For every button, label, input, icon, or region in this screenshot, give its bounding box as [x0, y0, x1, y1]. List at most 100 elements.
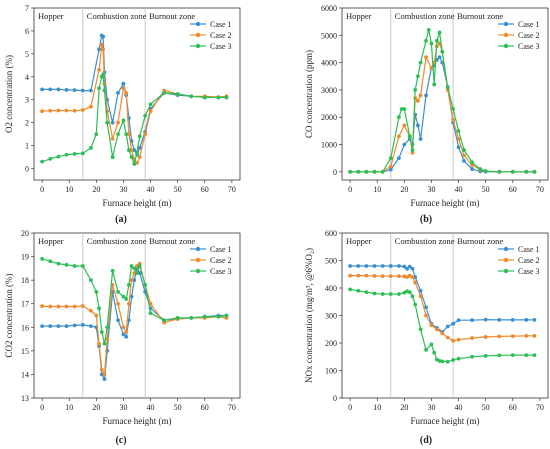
- data-point: [129, 155, 134, 159]
- data-point: [405, 266, 409, 271]
- data-point: [48, 157, 53, 161]
- data-point: [399, 107, 404, 111]
- data-point: [175, 315, 180, 320]
- data-point: [110, 155, 115, 159]
- data-point: [126, 148, 131, 153]
- data-point: [451, 338, 456, 343]
- data-point: [402, 107, 407, 111]
- data-point: [524, 333, 529, 338]
- data-point: [110, 136, 115, 141]
- data-point: [224, 95, 229, 100]
- data-point: [94, 313, 99, 318]
- data-point: [216, 95, 221, 100]
- data-point: [124, 297, 129, 301]
- chart-panel-d: Hopper Combustion zone Burnout zone 0 10 20 30…: [304, 229, 549, 446]
- legend-label: Case 2: [518, 256, 540, 265]
- data-point: [148, 311, 153, 316]
- y-tick-label: 2000: [321, 113, 337, 122]
- data-point: [97, 306, 101, 311]
- data-point: [402, 264, 407, 269]
- y-tick-label: 100: [325, 367, 337, 376]
- data-point: [424, 93, 428, 98]
- data-point: [356, 273, 361, 278]
- data-point: [99, 42, 104, 47]
- legend-swatch-marker: [195, 43, 201, 49]
- plot-frame: [33, 7, 241, 181]
- x-tick-label: 30: [119, 185, 127, 194]
- data-point: [202, 95, 207, 100]
- y-tick-label: 1: [25, 142, 29, 151]
- data-point: [72, 304, 77, 309]
- x-axis-label: Furnace height (m): [103, 198, 172, 208]
- data-point: [413, 275, 418, 279]
- legend-swatch-marker: [195, 268, 201, 274]
- data-point: [121, 294, 126, 299]
- data-point: [424, 38, 428, 43]
- data-point: [121, 86, 126, 91]
- x-tick-label: 60: [509, 185, 517, 194]
- panel-caption: (c): [115, 435, 126, 446]
- x-tick-label: 10: [65, 403, 73, 412]
- y-tick-label: 200: [325, 339, 337, 348]
- data-point: [80, 108, 85, 112]
- data-point: [415, 123, 420, 128]
- legend-label: Case 3: [210, 267, 232, 276]
- data-point: [445, 359, 450, 364]
- x-tick-label: 40: [147, 403, 155, 412]
- x-tick-label: 10: [373, 403, 381, 412]
- data-point: [410, 294, 415, 299]
- data-point: [89, 278, 93, 283]
- data-point: [80, 323, 85, 327]
- data-point: [397, 264, 401, 268]
- data-point: [524, 169, 529, 174]
- data-point: [418, 327, 423, 332]
- data-point: [40, 159, 45, 164]
- data-point: [64, 324, 69, 329]
- data-point: [410, 275, 415, 279]
- data-point: [64, 262, 69, 267]
- chart-panel-c: Hopper Combustion zone Burnout zone 0 10 20 30…: [4, 229, 241, 446]
- legend-label: Case 1: [210, 20, 232, 29]
- data-point: [137, 155, 142, 159]
- data-point: [137, 145, 142, 150]
- zone-label: Hopper: [346, 11, 372, 21]
- data-point: [407, 290, 412, 295]
- data-point: [470, 163, 475, 167]
- x-axis-label: Furnace height (m): [411, 198, 480, 208]
- data-point: [132, 148, 137, 153]
- x-tick-label: 40: [455, 403, 463, 412]
- y-tick-label: 0: [25, 165, 29, 174]
- data-point: [483, 169, 488, 173]
- data-point: [80, 88, 85, 93]
- data-point: [483, 335, 488, 339]
- data-point: [148, 109, 153, 114]
- x-tick-label: 30: [427, 185, 435, 194]
- data-point: [72, 264, 77, 268]
- data-point: [116, 301, 120, 306]
- data-point: [402, 142, 407, 147]
- legend-swatch-marker: [503, 268, 509, 274]
- data-point: [56, 108, 61, 113]
- data-point: [437, 55, 442, 60]
- y-tick-label: 0: [333, 394, 337, 403]
- data-point: [80, 304, 85, 308]
- data-point: [510, 353, 515, 357]
- data-point: [97, 86, 101, 91]
- data-point: [124, 330, 129, 334]
- data-point: [470, 167, 475, 171]
- data-point: [80, 264, 85, 268]
- data-point: [40, 109, 45, 114]
- data-point: [429, 323, 434, 328]
- data-point: [418, 294, 423, 299]
- data-point: [94, 132, 99, 137]
- x-tick-label: 60: [201, 185, 209, 194]
- y-tick-label: 5: [25, 50, 29, 59]
- zone-label: Combustion zone: [87, 11, 147, 21]
- data-point: [456, 128, 461, 133]
- data-point: [137, 271, 142, 275]
- data-point: [418, 137, 423, 141]
- y-tick-label: 20: [21, 229, 29, 238]
- x-tick-label: 40: [455, 185, 463, 194]
